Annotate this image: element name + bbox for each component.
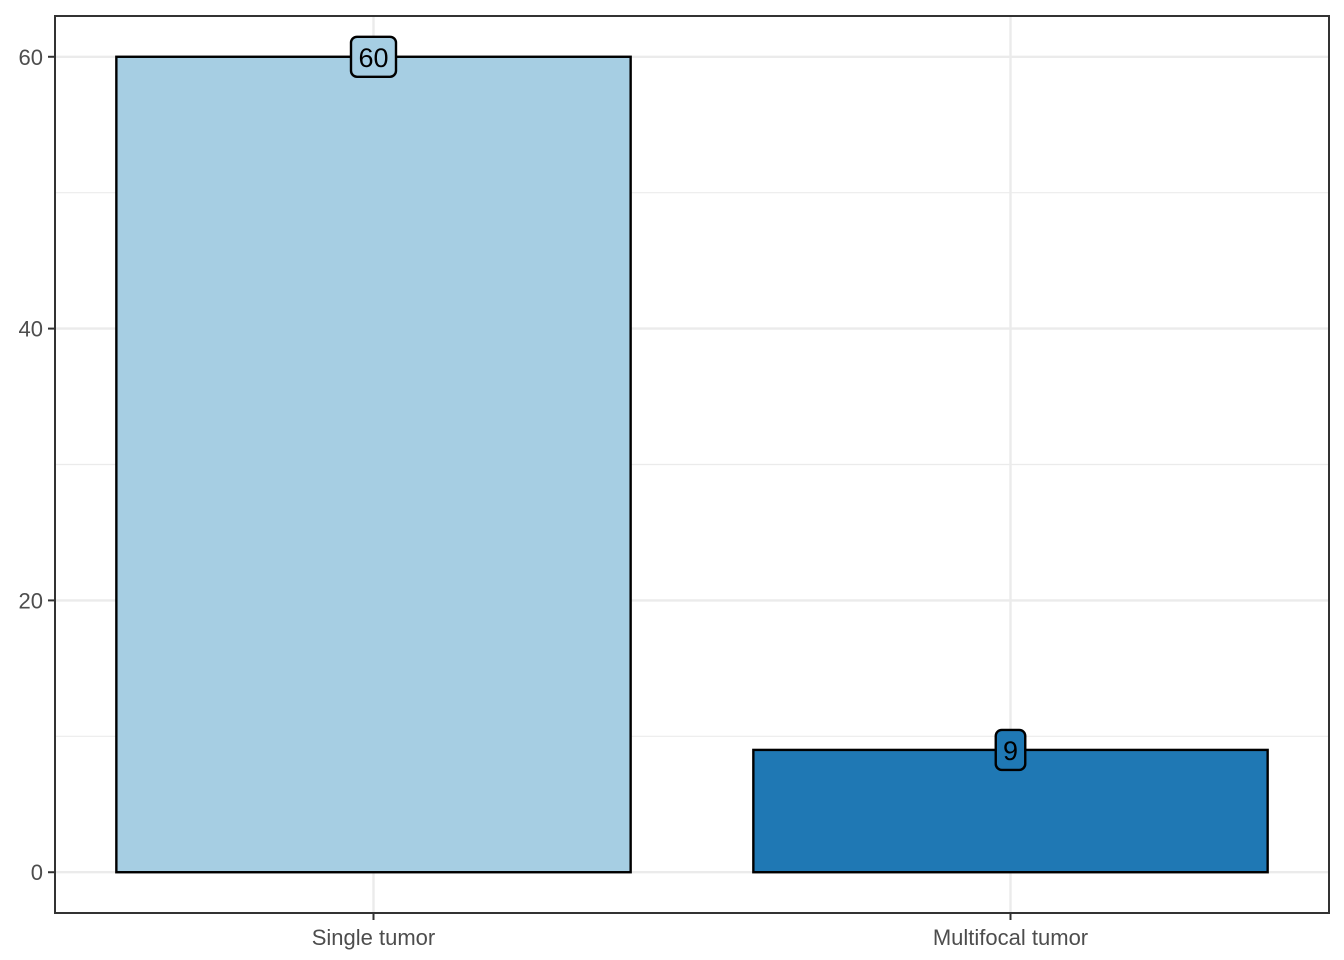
x-tick-label: Single tumor	[312, 925, 436, 950]
y-tick-label: 60	[19, 45, 43, 70]
data-label: 60	[358, 43, 388, 73]
data-label-box	[994, 728, 1027, 772]
y-tick-label: 40	[19, 317, 43, 342]
y-tick-label: 0	[31, 860, 43, 885]
y-tick-label: 20	[19, 588, 43, 613]
axes: 0 20 40 60 Single tumor Multifocal tumor	[19, 45, 1089, 950]
x-tick-label: Multifocal tumor	[933, 925, 1088, 950]
bar-single-tumor	[115, 55, 632, 874]
data-label: 9	[1003, 736, 1018, 766]
data-label-box	[349, 35, 398, 78]
data-labels: 60 9	[349, 35, 1027, 772]
panel-border	[54, 15, 1330, 914]
